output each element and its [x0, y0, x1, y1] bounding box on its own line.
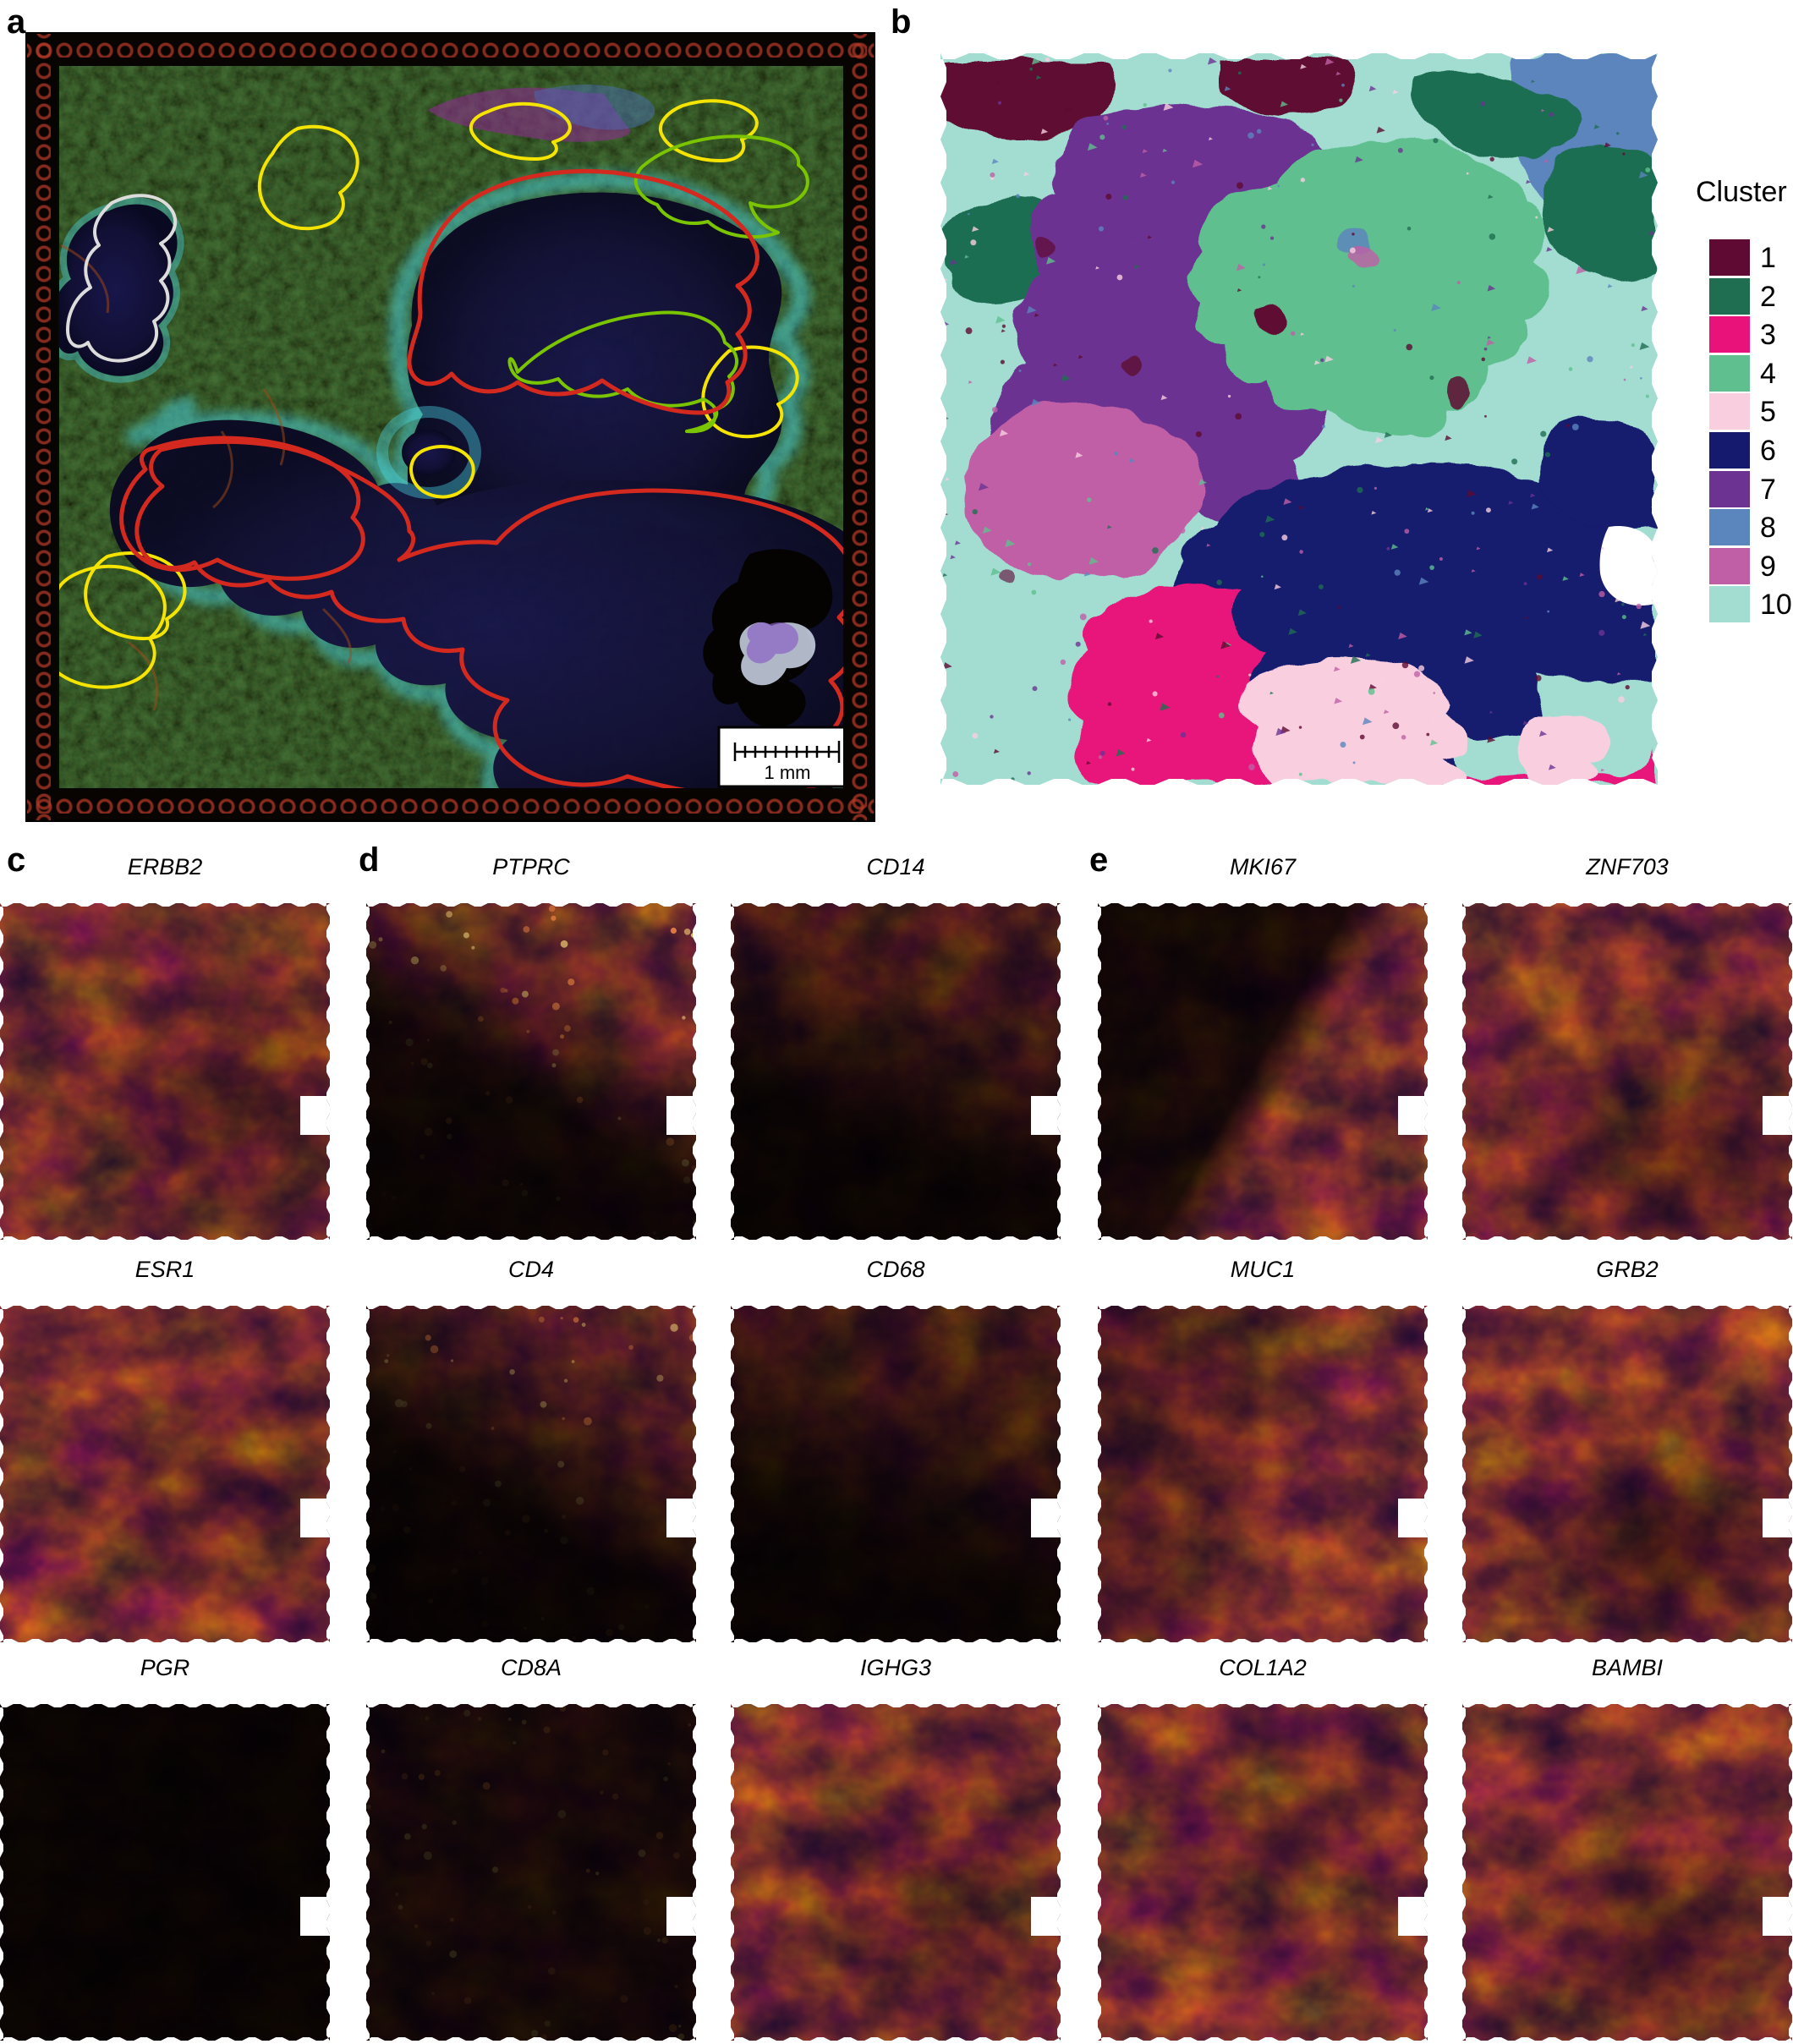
svg-text:1 mm: 1 mm	[765, 762, 811, 783]
